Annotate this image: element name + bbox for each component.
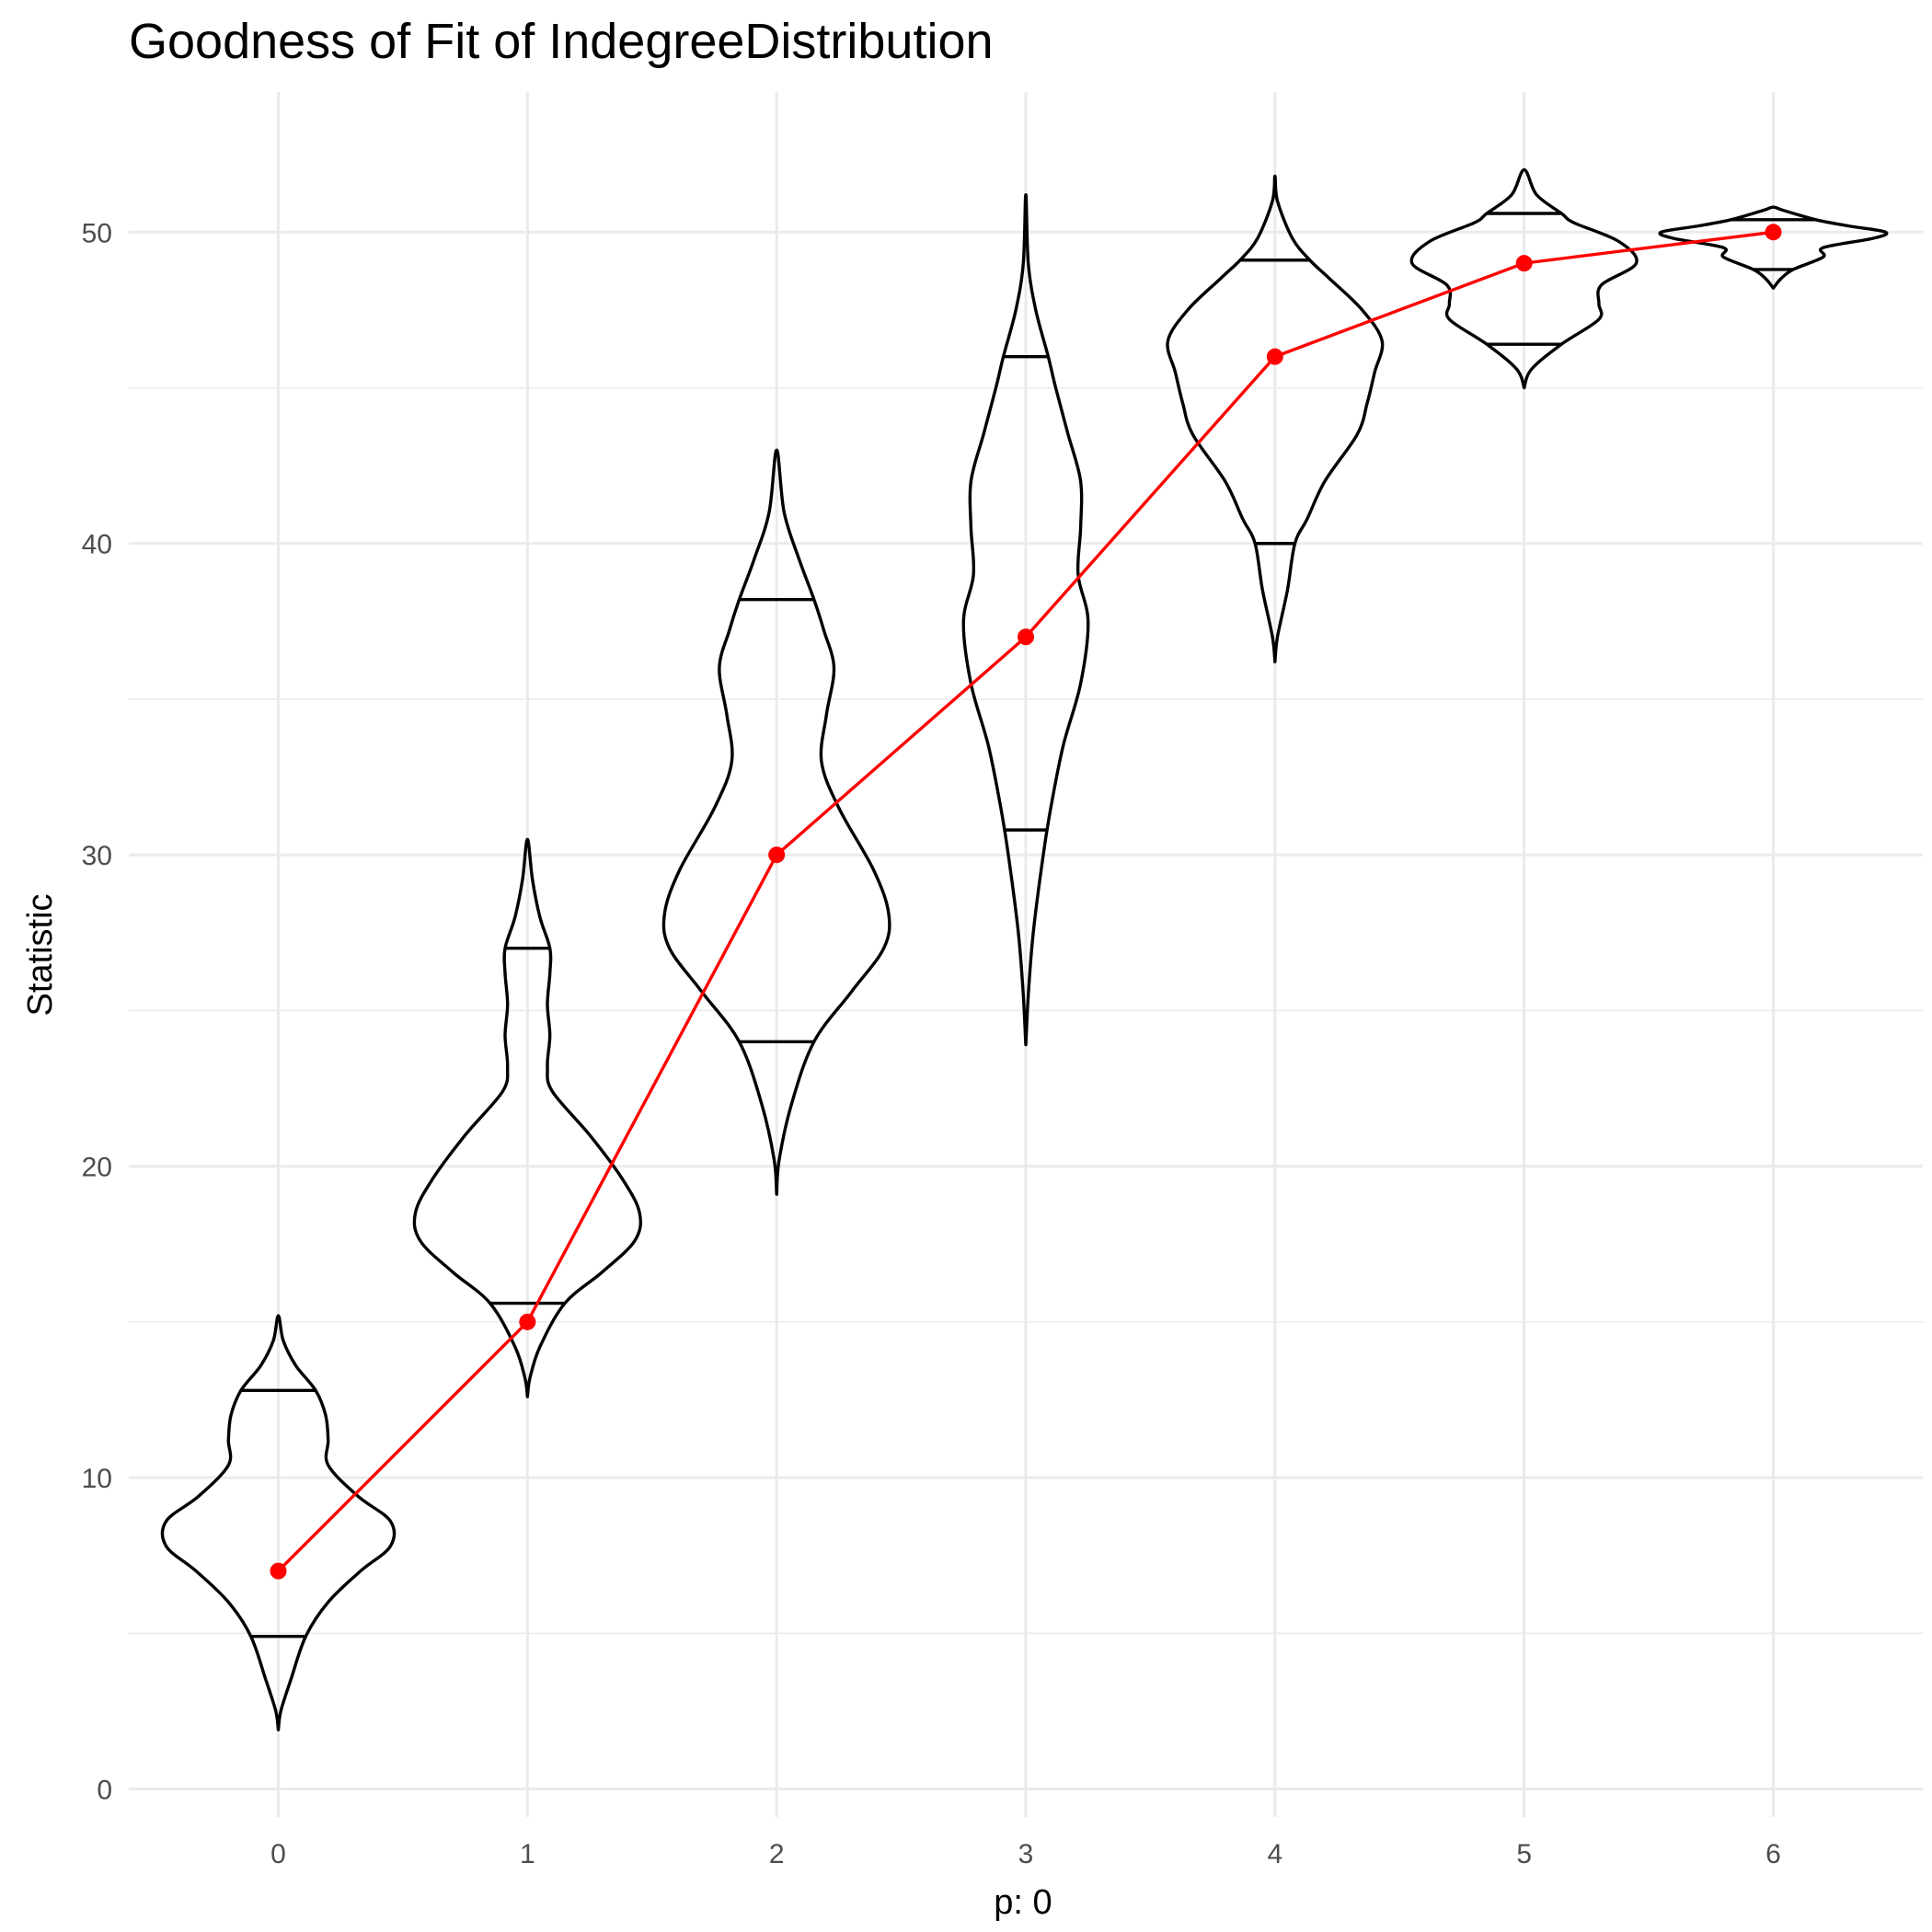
- x-tick-label: 1: [520, 1839, 535, 1869]
- y-tick-label: 20: [82, 1153, 112, 1183]
- y-tick-label: 50: [82, 218, 112, 248]
- y-tick-label: 30: [82, 841, 112, 871]
- observed-point: [768, 846, 785, 863]
- x-tick-label: 0: [270, 1839, 286, 1869]
- y-tick-label: 10: [82, 1464, 112, 1494]
- observed-point: [1267, 349, 1283, 365]
- x-tick-label: 4: [1267, 1839, 1282, 1869]
- y-tick-label: 0: [97, 1776, 112, 1806]
- x-tick-label: 2: [769, 1839, 785, 1869]
- x-tick-label: 5: [1516, 1839, 1532, 1869]
- observed-point: [1516, 255, 1533, 271]
- observed-point: [1018, 628, 1034, 645]
- grid-layer: [129, 92, 1923, 1817]
- observed-point: [519, 1314, 535, 1330]
- observed-point: [270, 1563, 287, 1580]
- axis-layer: 0 10 20 30 40 50 0 1 2 3 4 5 6: [82, 218, 1781, 1869]
- x-axis-title: p: 0: [994, 1883, 1052, 1922]
- x-tick-label: 6: [1765, 1839, 1781, 1869]
- y-axis-title: Statistic: [21, 893, 60, 1016]
- y-tick-label: 40: [82, 530, 112, 560]
- observed-point: [1765, 224, 1782, 240]
- x-tick-label: 3: [1018, 1839, 1034, 1869]
